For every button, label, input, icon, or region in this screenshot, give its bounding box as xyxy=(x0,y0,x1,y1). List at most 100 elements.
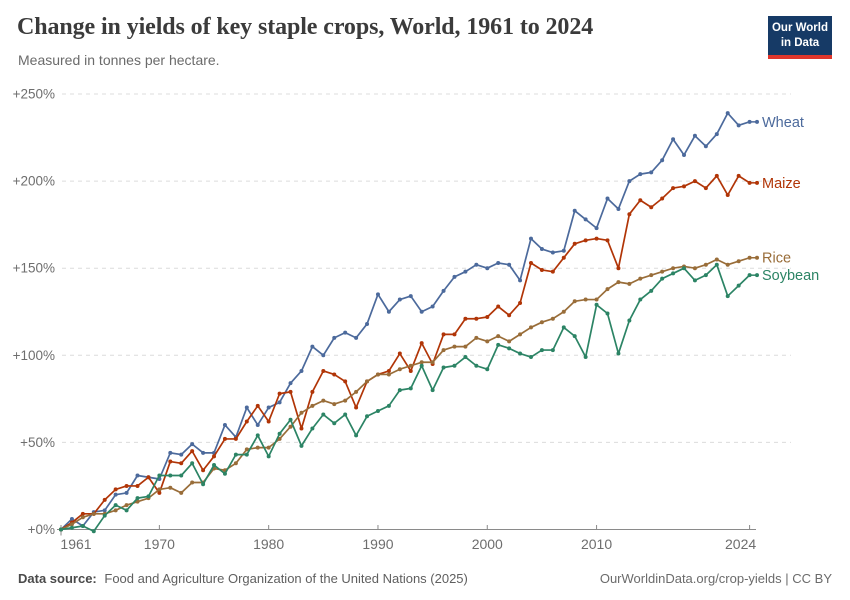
maize-point xyxy=(714,173,719,178)
owid-logo-line1: Our World xyxy=(771,22,828,34)
soybean-line[interactable] xyxy=(60,263,751,533)
rice-point xyxy=(616,280,621,285)
wheat-point xyxy=(266,405,271,410)
soybean-point xyxy=(572,334,577,339)
maize-point xyxy=(277,391,282,396)
rice-point xyxy=(408,363,413,368)
maize-point xyxy=(605,238,610,243)
maize-point xyxy=(354,405,359,410)
soybean-point xyxy=(671,271,676,276)
maize-point xyxy=(332,372,337,377)
rice-point xyxy=(343,398,348,403)
data-source-label: Data source: xyxy=(18,571,97,586)
wheat-line[interactable] xyxy=(60,112,751,531)
wheat-point xyxy=(310,344,315,349)
rice-point xyxy=(332,402,337,407)
rice-line[interactable] xyxy=(60,256,751,531)
maize-point xyxy=(452,332,457,337)
wheat-point xyxy=(507,262,512,267)
maize-point xyxy=(550,269,555,274)
rice-point xyxy=(736,259,741,264)
maize-line[interactable] xyxy=(60,175,751,531)
wheat-point xyxy=(102,508,107,513)
wheat-point xyxy=(528,236,533,241)
soybean-point xyxy=(233,452,238,457)
owid-logo-line2: in Data xyxy=(780,36,820,49)
rice-point xyxy=(714,257,719,262)
wheat-point xyxy=(113,492,118,497)
wheat-point xyxy=(190,442,195,447)
soybean-point xyxy=(419,363,424,368)
soybean-point xyxy=(507,346,512,351)
wheat-point xyxy=(649,170,654,175)
wheat-point xyxy=(627,179,632,184)
rice-point xyxy=(168,485,173,490)
soybean-point xyxy=(550,348,555,353)
soybean-point xyxy=(452,363,457,368)
maize-point xyxy=(518,301,523,306)
soybean-point xyxy=(157,473,162,478)
soybean-point xyxy=(703,273,708,278)
wheat-point xyxy=(496,260,501,265)
maize-point xyxy=(485,314,490,319)
credit-link[interactable]: OurWorldinData.org/crop-yields | CC BY xyxy=(599,571,832,586)
rice-point xyxy=(594,297,599,302)
rice-point xyxy=(135,499,140,504)
maize-point xyxy=(649,205,654,210)
y-axis-label: +250% xyxy=(13,87,55,102)
wheat-point xyxy=(660,158,665,163)
wheat-point xyxy=(408,294,413,299)
soybean-point xyxy=(627,318,632,323)
soybean-point xyxy=(616,351,621,356)
rice-point xyxy=(266,445,271,450)
maize-point xyxy=(408,368,413,373)
maize-point xyxy=(692,179,697,184)
soybean-end-label[interactable]: Soybean xyxy=(762,268,819,284)
soybean-point xyxy=(255,433,260,438)
wheat-point xyxy=(277,400,282,405)
rice-point xyxy=(485,339,490,344)
maize-point xyxy=(157,490,162,495)
wheat-point xyxy=(605,196,610,201)
maize-point xyxy=(463,316,468,321)
rice-point xyxy=(463,344,468,349)
wheat-point xyxy=(124,490,129,495)
rice-end-label[interactable]: Rice xyxy=(762,251,791,267)
soybean-point xyxy=(190,461,195,466)
wheat-point xyxy=(539,247,544,252)
wheat-end-label[interactable]: Wheat xyxy=(762,115,804,131)
wheat-point xyxy=(168,450,173,455)
owid-logo[interactable]: Our World in Data xyxy=(768,16,832,59)
rice-point xyxy=(157,487,162,492)
x-axis-label: 1980 xyxy=(253,536,284,552)
maize-point xyxy=(233,436,238,441)
maize-point xyxy=(441,332,446,337)
rice-point xyxy=(124,503,129,508)
soybean-point xyxy=(113,503,118,508)
maize-point xyxy=(386,368,391,373)
soybean-point xyxy=(408,386,413,391)
wheat-point xyxy=(354,335,359,340)
maize-point xyxy=(80,511,85,516)
wheat-point xyxy=(299,368,304,373)
rice-point xyxy=(572,299,577,304)
maize-end-label[interactable]: Maize xyxy=(762,176,801,192)
maize-point xyxy=(135,483,140,488)
rice-point xyxy=(321,398,326,403)
rice-point xyxy=(365,379,370,384)
maize-point xyxy=(179,461,184,466)
soybean-point xyxy=(91,529,96,534)
maize-point xyxy=(561,255,566,260)
rice-point xyxy=(255,445,260,450)
rice-point xyxy=(561,309,566,314)
maize-point xyxy=(638,198,643,203)
x-axis-label: 1970 xyxy=(144,536,175,552)
rice-point xyxy=(69,522,74,527)
maize-point xyxy=(627,212,632,217)
soybean-point xyxy=(561,325,566,330)
soybean-point xyxy=(714,262,719,267)
soybean-point xyxy=(321,412,326,417)
soybean-point xyxy=(638,297,643,302)
wheat-label-dot xyxy=(755,119,759,124)
soybean-point xyxy=(135,496,140,501)
